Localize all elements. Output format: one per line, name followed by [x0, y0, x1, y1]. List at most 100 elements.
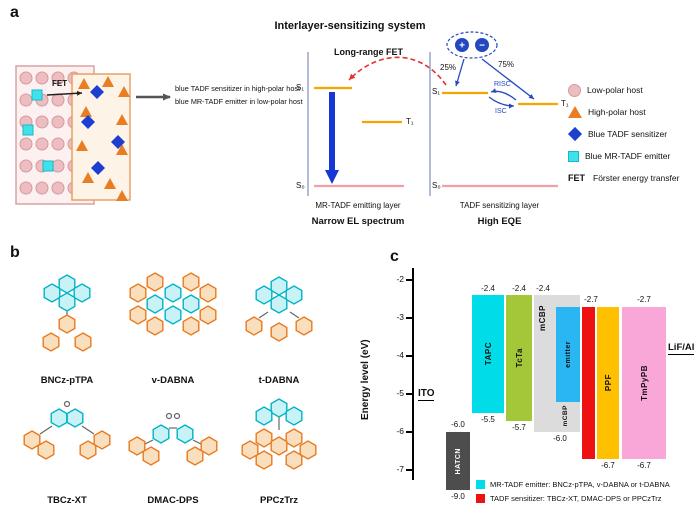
flow-text-line2: blue MR-TADF emitter in low-polar host: [175, 97, 303, 106]
panel-c-label: c: [390, 248, 399, 265]
molecule-name: DMAC-DPS: [147, 495, 199, 506]
tcta-homo-value: -5.7: [512, 423, 526, 432]
mr-tadf-emitter-squares: [22, 89, 54, 172]
chart-legend-sensitizer: TADF sensitizer: TBCz-XT, DMAC-DPS or PP…: [476, 494, 662, 503]
y-tick: [406, 317, 412, 319]
y-tick-label: -3: [396, 312, 404, 322]
tmpypb-lumo-value: -2.7: [637, 295, 651, 304]
emitting-s1-label: S₁: [296, 83, 305, 92]
molecule-card-bncz-ptpa: BNCz-pTPA: [14, 260, 120, 388]
sensitizing-layer-name: TADF sensitizing layer: [459, 201, 540, 210]
low-polar-host-icon: [568, 83, 581, 97]
molecule-structure: [241, 398, 317, 470]
emitting-s0-label: S₀: [296, 181, 305, 190]
tapc-lumo-value: -2.4: [481, 284, 495, 293]
bar-label: TcTa: [514, 348, 524, 368]
sensitizer-lumo-value: -2.7: [584, 295, 598, 304]
panel-a-label: a: [10, 4, 19, 21]
molecule-name: TBCz-XT: [47, 495, 87, 506]
legend-label: High-polar host: [588, 107, 646, 117]
molecule-structure: [128, 412, 218, 466]
ppf-homo-value: -6.7: [601, 461, 615, 470]
high-polar-host-icon: [568, 106, 582, 118]
isc-label: ISC: [495, 108, 507, 115]
molecule-card-tbcz-xt: TBCz-XT: [14, 392, 120, 508]
tcta-lumo-value: -2.4: [512, 284, 526, 293]
sensitizing-t1-label: T₁: [561, 99, 569, 108]
singlet-fraction-arrow: [455, 58, 465, 87]
bar-label: TAPC: [483, 342, 493, 366]
mr-tadf-emitter-icon: [568, 150, 579, 162]
flow-text-line1: blue TADF sensitizer in high-polar host: [175, 84, 301, 93]
low-polar-host-circles: [19, 71, 81, 195]
bar-tmpypb: TmPyPB: [622, 307, 666, 459]
electron-circle: [475, 38, 489, 52]
molecule-card-v-dabna: v-DABNA: [120, 260, 226, 388]
chart-legend-label: TADF sensitizer: TBCz-XT, DMAC-DPS or PP…: [490, 494, 662, 503]
emission-arrow-head: [325, 170, 339, 184]
hole-circle: [455, 38, 469, 52]
legend-item-fet: FET Förster energy transfer: [568, 170, 679, 186]
risc-arrow: [490, 88, 517, 101]
molecule-card-dmac-dps: DMAC-DPS: [120, 392, 226, 508]
legend-item-high-polar-host: High-polar host: [568, 104, 646, 120]
bar-sensitizer: [582, 307, 595, 459]
legend-label: Blue TADF sensitizer: [588, 129, 668, 139]
legend-item-low-polar-host: Low-polar host: [568, 82, 643, 98]
fet-arrow: [46, 90, 83, 96]
y-axis-line: [412, 268, 414, 480]
exciton-pair-ellipse: [446, 31, 498, 59]
sensitizing-s0-label: S₀: [432, 181, 441, 190]
chart-legend-label: MR-TADF emitter: BNCz-pTPA, v-DABNA or t…: [490, 480, 670, 489]
bar-label: mCBP: [562, 405, 569, 427]
risc-label: RISC: [494, 81, 511, 88]
tadf-sensitizer-icon: [567, 126, 583, 142]
cathode-label: LiF/Al: [668, 342, 695, 355]
molecule-card-t-dabna: t-DABNA: [226, 260, 332, 388]
molecule-name: BNCz-pTPA: [40, 375, 94, 386]
anode-label: ITO: [418, 388, 435, 401]
tmpypb-homo-value: -6.7: [637, 461, 651, 470]
singlet-pct-label: 25%: [440, 63, 457, 72]
sensitizing-s1-label: S₁: [432, 87, 441, 96]
legend-label: Förster energy transfer: [593, 173, 680, 183]
y-tick-label: -5: [396, 388, 404, 398]
emitting-t1-label: T₁: [406, 117, 414, 126]
panel-a-energy-diagram: + −: [136, 31, 558, 196]
electron-sign: −: [479, 41, 485, 52]
isc-arrow: [488, 96, 515, 109]
y-axis-title: Energy level (eV): [360, 339, 371, 420]
legend-item-mr-tadf-emitter: Blue MR-TADF emitter: [568, 148, 670, 164]
bar-label: PPF: [603, 374, 613, 392]
sensitizing-layer-caption: High EQE: [477, 216, 522, 227]
emitter-color-swatch: [476, 480, 485, 489]
triplet-fraction-arrow: [481, 58, 535, 100]
mcbp-homo-value: -6.0: [553, 434, 567, 443]
sensitizer-color-swatch: [476, 494, 485, 503]
legend-label: Low-polar host: [587, 85, 643, 95]
bar-emitter: emitter: [556, 307, 580, 402]
hatcn-lumo-value: -6.0: [451, 420, 465, 429]
chart-legend-emitter: MR-TADF emitter: BNCz-pTPA, v-DABNA or t…: [476, 480, 670, 489]
bar-label: mCBP: [538, 305, 547, 332]
long-range-fet-label: Long-range FET: [334, 47, 403, 57]
bar-tcta: TcTa: [506, 295, 532, 421]
molecule-card-ppcztrz: PPCzTrz: [226, 392, 332, 508]
y-tick: [406, 355, 412, 357]
legend-item-tadf-sensitizer: Blue TADF sensitizer: [567, 126, 668, 142]
mcbp-lumo-value: -2.4: [536, 284, 550, 293]
molecule-name: t-DABNA: [258, 375, 300, 386]
bar-label: HATCN: [454, 447, 462, 475]
emitting-layer-caption: Narrow EL spectrum: [311, 216, 405, 227]
bar-label: emitter: [564, 341, 572, 368]
molecule-name: v-DABNA: [151, 375, 195, 386]
fet-abbrev: FET: [568, 173, 585, 183]
long-range-fet-arrow: [348, 56, 447, 86]
fet-label: FET: [52, 79, 67, 88]
bar-label: TmPyPB: [639, 365, 649, 401]
y-tick-label: -6: [396, 426, 404, 436]
legend-label: Blue MR-TADF emitter: [585, 151, 671, 161]
molecule-structure: [245, 276, 313, 342]
triplet-pct-label: 75%: [498, 60, 515, 69]
y-tick: [406, 431, 412, 433]
